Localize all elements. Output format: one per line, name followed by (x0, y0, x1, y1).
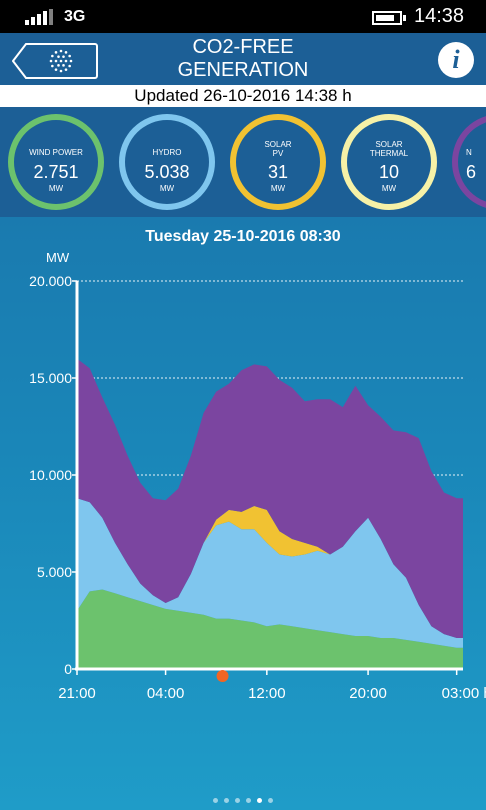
status-bar: 3G 14:38 (0, 0, 486, 33)
gauge-label: SOLAR THERMAL (369, 140, 409, 158)
page-title: CO2-FREE GENERATION (120, 36, 366, 82)
area-series-3 (77, 358, 463, 638)
sun-dots-icon (11, 43, 98, 79)
page-title-line2: GENERATION (177, 59, 309, 81)
page-dot (235, 798, 240, 803)
area-series-2 (77, 498, 463, 638)
gauge-unit: MW (270, 184, 286, 193)
x-tick-label: 04:00 (147, 685, 185, 702)
chart-timestamp: Tuesday 25-10-2016 08:30 (145, 228, 341, 245)
page-dot (224, 798, 229, 803)
info-button[interactable]: i (438, 42, 474, 78)
gauge-solar-thermal[interactable]: SOLAR THERMAL 10 MW (341, 114, 437, 210)
gauge-partial[interactable]: N 6 (452, 114, 486, 210)
network-type: 3G (64, 8, 86, 25)
y-tick-label: 0 (64, 661, 72, 677)
gauge-label: WIND POWER (29, 148, 83, 157)
gauge-label: SOLAR PV (264, 140, 292, 158)
time-marker (216, 670, 229, 682)
app-header: CO2-FREE GENERATION i (0, 33, 486, 85)
back-button[interactable] (11, 43, 98, 79)
gauge-value: 10 (378, 162, 400, 182)
signal-strength-icon (25, 9, 53, 25)
gauge-value: 2.751 (33, 162, 79, 182)
gauge-unit: MW (381, 184, 397, 193)
y-axis-label: MW (46, 250, 70, 265)
gauge-unit: MW (48, 184, 64, 193)
gauge-solar-pv[interactable]: SOLAR PV 31 MW (230, 114, 326, 210)
page-dot (213, 798, 218, 803)
gauge-value: 5.038 (144, 162, 190, 182)
page-title-line1: CO2-FREE (192, 36, 294, 58)
page-dot (257, 798, 262, 803)
page-dot (246, 798, 251, 803)
y-tick-label: 5.000 (37, 564, 72, 580)
gauge-value: 6 (466, 162, 477, 182)
x-tick-label: 20:00 (349, 685, 387, 702)
page-indicator (0, 790, 486, 803)
x-tick-label: 21:00 (58, 685, 96, 702)
y-tick-label: 20.000 (29, 273, 72, 289)
x-tick-label: 03:00 h (442, 685, 486, 702)
gauge-hydro[interactable]: HYDRO 5.038 MW (119, 114, 215, 210)
y-tick-label: 10.000 (29, 467, 72, 483)
clock: 14:38 (414, 5, 465, 27)
page-dot (268, 798, 273, 803)
x-tick-label: 12:00 (248, 685, 286, 702)
area-series-1 (77, 498, 463, 648)
y-tick-label: 15.000 (29, 370, 72, 386)
battery-icon (372, 11, 406, 25)
area-series-0 (77, 589, 463, 669)
gauge-label: N (466, 148, 472, 157)
gauge-label: HYDRO (152, 148, 182, 157)
updated-timestamp: Updated 26-10-2016 14:38 h (0, 85, 486, 107)
generation-chart[interactable]: MW 20.000 15.000 10.000 5.000 0 21:00 04:00 12:0… (0, 245, 486, 710)
gauge-unit: MW (159, 184, 175, 193)
gauge-value: 31 (267, 162, 289, 182)
gauge-wind-power[interactable]: WIND POWER 2.751 MW (8, 114, 104, 210)
gauge-strip[interactable]: WIND POWER 2.751 MW HYDRO 5.038 MW SOLAR… (0, 107, 486, 217)
